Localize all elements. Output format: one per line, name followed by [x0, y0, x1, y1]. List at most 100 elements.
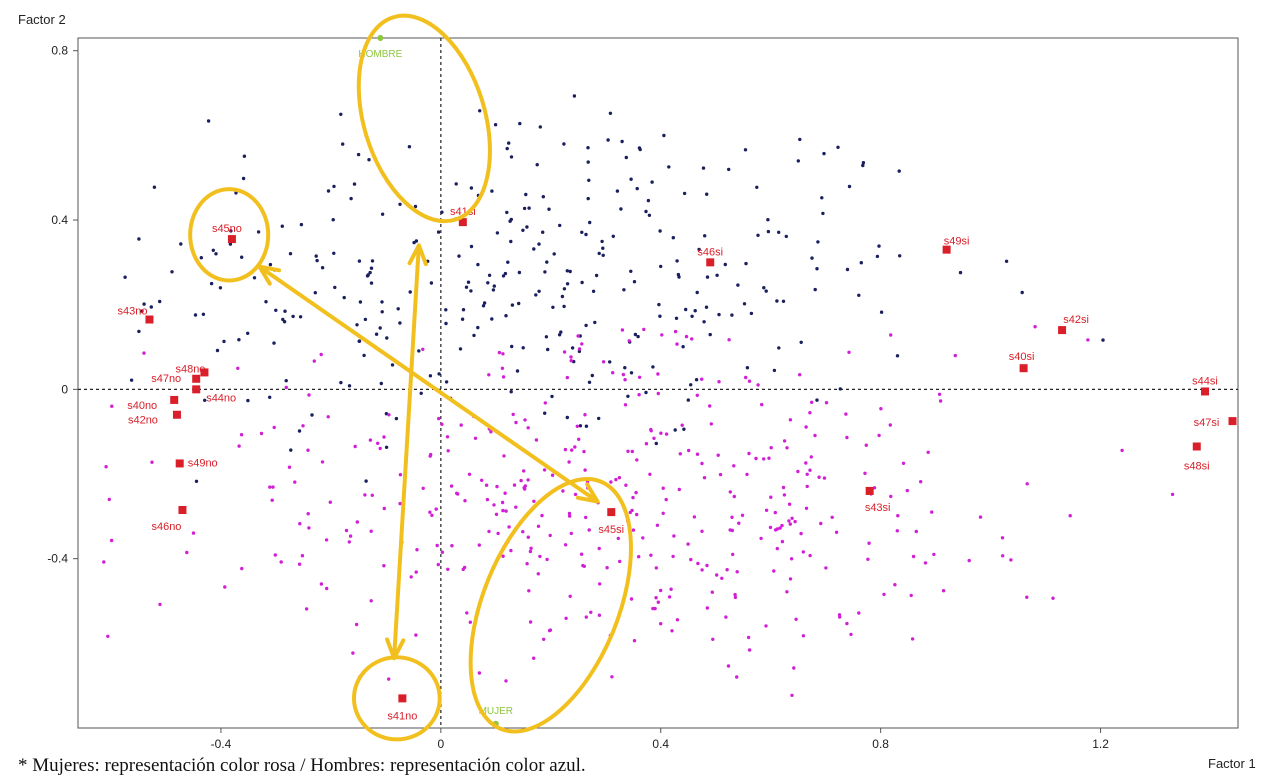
mujeres-point	[500, 366, 505, 370]
hombres-point	[620, 139, 624, 144]
mujeres-point	[414, 570, 418, 574]
hombres-point	[491, 288, 496, 292]
hombres-point	[464, 285, 469, 289]
modality-point-s41si	[458, 218, 467, 227]
hombres-point	[332, 184, 336, 189]
mujeres-point	[909, 593, 913, 598]
mujeres-point	[804, 461, 808, 465]
mujeres-point	[348, 534, 353, 538]
mujeres-point	[767, 456, 771, 460]
mujeres-point	[772, 569, 776, 573]
hombres-point	[490, 317, 494, 321]
mujeres-point	[780, 539, 785, 544]
modality-point-s44si	[1201, 387, 1210, 396]
hombres-point	[268, 395, 272, 399]
mujeres-point	[637, 555, 641, 559]
mujeres-point	[495, 484, 499, 489]
hombres-point	[457, 254, 461, 258]
hombres-point	[264, 300, 268, 304]
mujeres-point	[497, 350, 502, 355]
mujeres-point	[382, 435, 386, 439]
mujeres-point	[692, 515, 697, 519]
hombres-point	[565, 269, 569, 273]
modality-point-s48no	[200, 368, 209, 377]
hombres-point	[1101, 338, 1105, 342]
mujeres-point	[769, 495, 773, 499]
hombres-point	[299, 222, 304, 227]
mujeres-point	[773, 528, 778, 532]
mujeres-point	[577, 437, 581, 441]
mujeres-point	[656, 600, 660, 604]
mujeres-point	[581, 563, 585, 568]
mujeres-point	[501, 554, 505, 558]
modality-point-s45no	[227, 235, 236, 244]
mujeres-point	[514, 505, 518, 509]
modality-point-s49no	[175, 459, 184, 468]
mujeres-point	[587, 528, 591, 532]
hombres-point	[284, 379, 288, 383]
mujeres-point	[830, 515, 834, 519]
hombres-point	[749, 311, 754, 316]
highlight-arrow-head	[575, 482, 600, 504]
y-tick-label: 0.8	[51, 44, 68, 58]
mujeres-point	[824, 566, 828, 570]
mujeres-point	[415, 548, 419, 552]
hombres-point	[593, 320, 597, 325]
modality-label-s41no: s41no	[387, 710, 417, 722]
hombres-point	[152, 185, 157, 189]
mujeres-point	[673, 329, 678, 334]
modality-label-s44si: s44si	[1192, 375, 1218, 387]
hombres-point	[821, 211, 825, 216]
hombres-point	[562, 304, 566, 309]
mujeres-point	[237, 444, 241, 448]
hombres-point	[654, 441, 658, 446]
hombres-point	[149, 305, 153, 309]
hombres-point	[140, 309, 144, 313]
mujeres-point	[911, 554, 916, 559]
mujeres-point	[434, 507, 438, 511]
mujeres-point	[660, 333, 664, 337]
hombres-point	[503, 271, 508, 276]
hombres-point	[123, 275, 127, 279]
hombres-point	[380, 310, 384, 314]
mujeres-point	[672, 534, 676, 538]
mujeres-point	[785, 590, 789, 594]
hombres-point	[241, 176, 246, 181]
hombres-point	[298, 315, 303, 319]
hombres-point	[601, 246, 605, 250]
mujeres-point	[747, 379, 752, 383]
mujeres-point	[810, 400, 814, 404]
hombres-point	[142, 302, 146, 306]
mujeres-point	[355, 520, 359, 524]
hombres-point	[623, 366, 627, 370]
mujeres-point	[732, 494, 736, 499]
mujeres-point	[780, 523, 784, 528]
hombres-point	[482, 301, 487, 305]
hombres-point	[407, 145, 412, 149]
mujeres-point	[435, 543, 439, 548]
mujeres-point	[534, 438, 539, 442]
mujeres-point	[620, 328, 625, 332]
hombres-point	[557, 333, 562, 337]
mujeres-point	[667, 595, 672, 599]
hombres-point	[1004, 259, 1009, 263]
mujeres-point	[838, 615, 842, 619]
mujeres-point	[623, 403, 628, 407]
mujeres-point	[284, 385, 288, 390]
mujeres-point	[919, 480, 923, 484]
mujeres-point	[307, 526, 311, 530]
y-tick-label: -0.4	[47, 552, 68, 566]
hombres-point	[701, 166, 706, 170]
hombres-point	[879, 310, 884, 314]
mujeres-point	[953, 353, 957, 358]
mujeres-point	[387, 677, 391, 681]
mujeres-point	[382, 564, 386, 568]
mujeres-point	[661, 511, 665, 515]
mujeres-point	[649, 553, 653, 557]
mujeres-point	[864, 443, 868, 447]
hombres-point	[667, 165, 671, 169]
hombres-point	[380, 300, 384, 304]
mujeres-point	[300, 554, 305, 558]
mujeres-point	[710, 590, 714, 594]
hombres-point	[550, 394, 554, 399]
